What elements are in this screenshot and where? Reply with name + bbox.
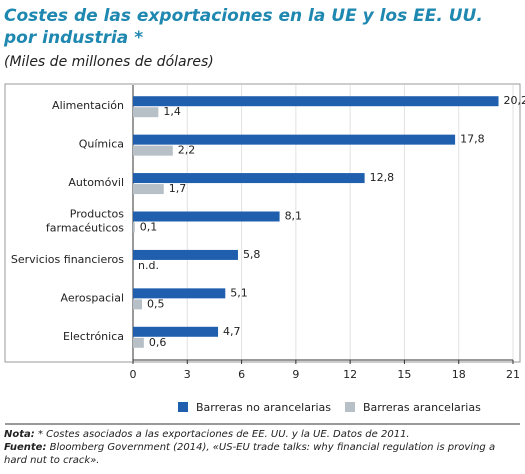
- y-tick-label: Automóvil: [68, 176, 124, 189]
- x-tick-label: 18: [452, 368, 466, 381]
- y-tick-label: Aerospacial: [61, 291, 124, 304]
- value-label: 2,2: [178, 144, 196, 157]
- bar: [133, 96, 499, 107]
- x-tick-label: 12: [343, 368, 357, 381]
- value-label: 5,8: [243, 248, 261, 261]
- y-tick-label: Alimentación: [52, 99, 124, 112]
- bar: [133, 134, 456, 145]
- bar: [133, 173, 365, 184]
- value-label: 0,5: [147, 297, 165, 310]
- y-tick-label: Servicios financieros: [11, 253, 124, 266]
- bar: [133, 222, 135, 233]
- legend-label: Barreras no arancelarias: [196, 401, 331, 414]
- x-tick-label: 15: [397, 368, 411, 381]
- value-label: 12,8: [370, 171, 395, 184]
- value-label: 8,1: [285, 210, 303, 223]
- x-tick-label: 6: [238, 368, 245, 381]
- value-label: 17,8: [460, 133, 485, 146]
- bar: [133, 337, 144, 348]
- value-label: 4,7: [223, 325, 241, 338]
- value-label: n.d.: [138, 259, 159, 272]
- y-tick-label: Electrónica: [63, 330, 124, 343]
- x-tick-label: 3: [184, 368, 191, 381]
- chart-title: por industria *: [3, 28, 143, 48]
- bar: [133, 249, 238, 260]
- bar: [133, 145, 173, 156]
- value-label: 20,2: [504, 94, 525, 107]
- y-tick-label: Productos farmacéuticos: [46, 208, 124, 235]
- value-label: 0,1: [140, 221, 158, 234]
- value-label: 1,7: [169, 182, 187, 195]
- notes: Nota: * Costes asociados a las exportaci…: [4, 428, 519, 467]
- plot-frame: [4, 83, 521, 363]
- bar: [133, 326, 219, 337]
- x-tick-label: 0: [130, 368, 137, 381]
- chart: Costes de las exportaciones en la UE y l…: [3, 6, 525, 425]
- x-tick-label: 9: [292, 368, 299, 381]
- bar: [133, 288, 226, 299]
- legend-swatch: [178, 402, 188, 412]
- note-label: Nota:: [4, 429, 35, 440]
- value-label: 5,1: [230, 286, 248, 299]
- bar: [133, 211, 280, 222]
- source: Bloomberg Government (2014), «US-EU trad…: [4, 442, 496, 466]
- value-label: 0,6: [149, 336, 167, 349]
- source-label: Fuente:: [4, 442, 47, 453]
- legend-label: Barreras arancelarias: [363, 401, 481, 414]
- bar: [133, 299, 143, 310]
- value-label: 1,4: [163, 105, 181, 118]
- chart-subtitle: (Miles de millones de dólares): [4, 54, 214, 70]
- bar: [133, 107, 159, 118]
- bar: [133, 184, 164, 195]
- legend-swatch: [345, 402, 355, 412]
- y-tick-label: Química: [79, 138, 124, 151]
- x-tick-label: 21: [506, 368, 520, 381]
- note: * Costes asociados a las exportaciones d…: [37, 429, 410, 440]
- chart-title: Costes de las exportaciones en la UE y l…: [4, 6, 483, 26]
